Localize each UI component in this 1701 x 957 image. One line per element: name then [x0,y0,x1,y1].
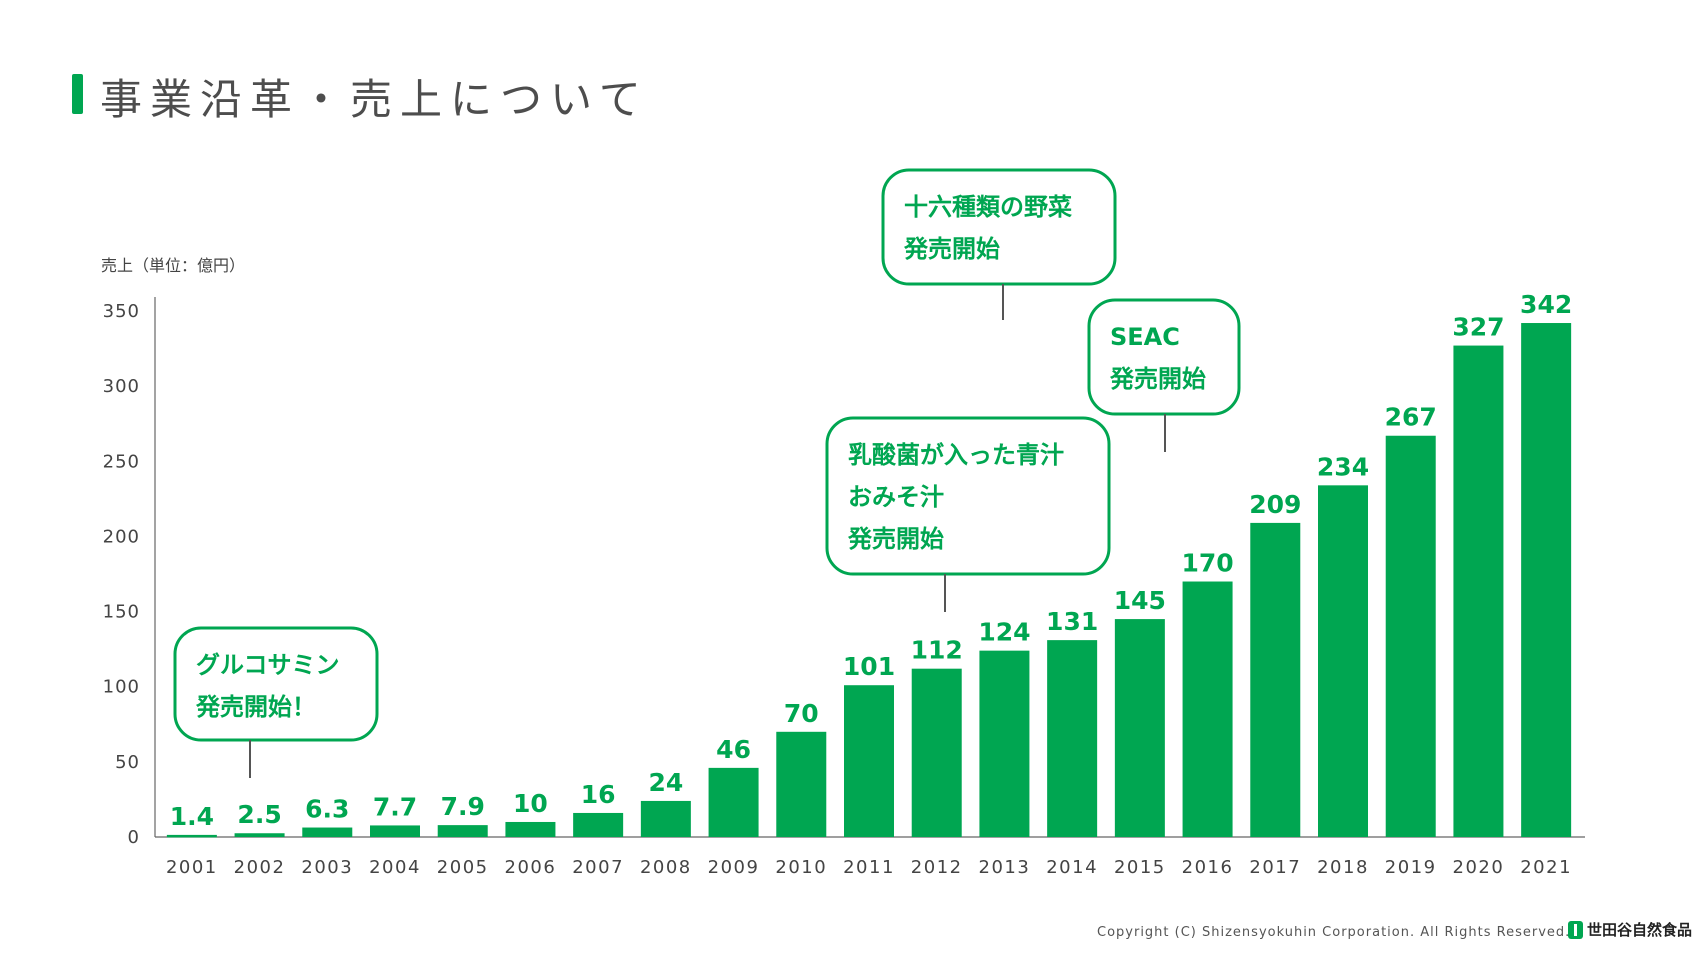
bar [1047,640,1098,837]
x-tick-label: 2012 [911,857,963,878]
x-tick-label: 2011 [843,857,895,878]
x-tick-label: 2019 [1385,857,1437,878]
bar [708,767,759,837]
bar-value-label: 46 [716,735,751,764]
bar-value-label: 1.4 [170,802,214,831]
x-tick-label: 2016 [1182,857,1234,878]
bar [911,668,962,837]
y-tick-label: 50 [115,752,140,773]
logo-icon [1568,920,1583,939]
bar-value-label: 7.7 [373,792,417,821]
annotation-text: おみそ汁 [848,483,944,511]
y-tick-label: 250 [103,451,140,472]
x-tick-label: 2006 [505,857,557,878]
bar-value-label: 10 [513,789,548,818]
x-tick-label: 2014 [1046,857,1098,878]
bar [505,821,556,837]
bar [640,800,691,837]
annotation-callout [1087,298,1241,416]
y-axis-label: 売上（単位：億円） [101,256,245,275]
x-tick-label: 2009 [708,857,760,878]
x-tick-label: 2004 [369,857,421,878]
bar-value-label: 234 [1317,452,1369,481]
bar [370,825,420,837]
bar-value-label: 327 [1452,313,1504,342]
annotation-text: 発売開始 [903,235,1000,263]
annotation-text: 発売開始 [847,525,944,553]
bar-value-label: 101 [843,652,895,681]
bar-value-label: 6.3 [305,795,349,824]
annotation-callout [825,416,1111,576]
title-accent-bar [72,74,83,114]
annotation-text: SEAC [1110,323,1180,351]
x-tick-label: 2007 [572,857,624,878]
annotation-callout [173,626,379,742]
bar [234,833,285,837]
bar-value-label: 16 [581,780,616,809]
bar [1453,345,1504,837]
bar [979,650,1030,837]
bar [437,825,488,837]
bar-value-label: 170 [1181,549,1233,578]
bar [1385,435,1436,837]
bar-value-label: 145 [1114,586,1166,615]
bar-value-label: 70 [784,699,819,728]
annotation-text: グルコサミン [196,651,340,679]
bar-value-label: 267 [1385,403,1437,432]
copyright-text: Copyright (C) Shizensyokuhin Corporation… [1097,925,1571,940]
bar [573,812,624,837]
x-tick-label: 2002 [234,857,286,878]
annotation-text: 十六種類の野菜 [904,193,1072,221]
annotation-text: 発売開始 [1109,365,1206,393]
bar [166,834,217,838]
bar [1182,581,1233,837]
bar-value-label: 24 [648,768,683,797]
x-tick-label: 2020 [1453,857,1505,878]
bar [1521,323,1572,838]
bar-value-label: 209 [1249,490,1301,519]
annotation-text: 発売開始！ [195,693,316,721]
bar-value-label: 342 [1520,290,1572,319]
y-tick-label: 0 [128,827,140,848]
x-tick-label: 2010 [775,857,827,878]
y-tick-label: 350 [103,301,140,322]
bar-value-label: 124 [978,618,1030,647]
bar [1318,485,1368,837]
bar [1250,522,1301,837]
y-tick-label: 200 [103,526,140,547]
company-logo: 世田谷自然食品 [1568,919,1692,940]
x-tick-label: 2021 [1520,857,1572,878]
x-tick-label: 2018 [1317,857,1369,878]
x-tick-label: 2005 [437,857,489,878]
sales-bar-chart: 売上（単位：億円） 0 50 100 150 200 250 300 350 1.4 2001 2.5… [101,168,1585,878]
bar [776,731,827,837]
logo-text: 世田谷自然食品 [1587,921,1693,939]
page-title: 事業沿革・売上について [100,75,649,124]
bar-value-label: 131 [1046,607,1098,636]
bar-value-label: 7.9 [441,792,485,821]
y-tick-label: 300 [103,376,140,397]
x-tick-label: 2008 [640,857,692,878]
y-tick-label: 150 [103,602,140,623]
x-tick-label: 2017 [1249,857,1301,878]
x-tick-label: 2001 [166,857,218,878]
x-tick-label: 2015 [1114,857,1166,878]
bar-value-label: 112 [911,636,963,665]
bar [1114,619,1165,837]
x-tick-label: 2003 [301,857,353,878]
bar [302,827,353,837]
y-tick-label: 100 [103,677,140,698]
bar [844,685,894,837]
x-tick-label: 2013 [979,857,1031,878]
annotation-text: 乳酸菌が入った青汁 [848,441,1064,469]
bar-value-label: 2.5 [237,800,281,829]
annotation-callout [881,168,1117,286]
